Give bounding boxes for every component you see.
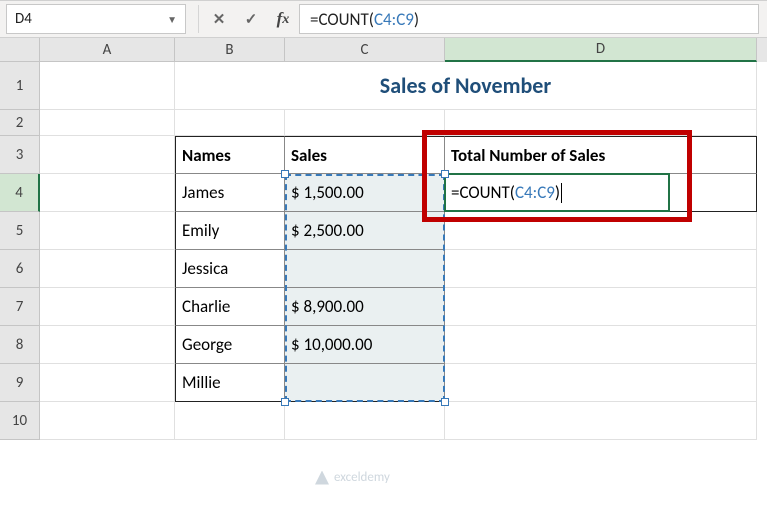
cell-sales[interactable]: $ 1,500.00 bbox=[285, 174, 445, 212]
range-handle[interactable] bbox=[281, 170, 289, 178]
enter-icon[interactable]: ✓ bbox=[235, 4, 267, 34]
cell-name[interactable]: Jessica bbox=[175, 250, 285, 288]
row-9: 9 Millie bbox=[0, 364, 767, 402]
column-headers: A B C D bbox=[0, 38, 767, 62]
row-4: 4 James $ 1,500.00 =COUNT(C4:C9) bbox=[0, 174, 767, 212]
cell[interactable] bbox=[40, 62, 175, 110]
watermark-icon bbox=[315, 471, 329, 485]
text-cursor bbox=[561, 183, 562, 203]
header-names[interactable]: Names bbox=[175, 136, 285, 174]
cell-name[interactable]: Emily bbox=[175, 212, 285, 250]
select-all-corner[interactable] bbox=[0, 38, 40, 62]
chevron-down-icon[interactable]: ▼ bbox=[167, 13, 177, 26]
cell[interactable] bbox=[445, 326, 757, 364]
cell[interactable] bbox=[40, 212, 175, 250]
name-box[interactable]: D4 ▼ bbox=[6, 4, 186, 34]
row-2: 2 bbox=[0, 110, 767, 136]
cell[interactable] bbox=[40, 174, 175, 212]
row-header[interactable]: 4 bbox=[0, 174, 40, 212]
col-header-c[interactable]: C bbox=[285, 38, 445, 62]
row-10: 10 bbox=[0, 402, 767, 440]
row-header[interactable]: 1 bbox=[0, 62, 40, 110]
name-box-value: D4 bbox=[15, 10, 32, 28]
row-8: 8 George $ 10,000.00 bbox=[0, 326, 767, 364]
col-header-d[interactable]: D bbox=[445, 38, 757, 62]
cell[interactable] bbox=[445, 288, 757, 326]
watermark: exceldemy bbox=[315, 470, 390, 485]
cell[interactable] bbox=[285, 402, 445, 440]
cell-sales[interactable]: $ 10,000.00 bbox=[285, 326, 445, 364]
cell[interactable] bbox=[40, 250, 175, 288]
watermark-text: exceldemy bbox=[334, 470, 390, 485]
cell[interactable] bbox=[40, 402, 175, 440]
cancel-icon[interactable]: ✕ bbox=[203, 4, 235, 34]
cell-sales[interactable] bbox=[285, 364, 445, 402]
formula-input[interactable]: =COUNT(C4:C9) bbox=[299, 4, 759, 34]
header-total[interactable]: Total Number of Sales bbox=[445, 136, 757, 174]
formula-prefix: =COUNT( bbox=[310, 9, 374, 30]
fx-icon[interactable]: fx bbox=[267, 4, 299, 34]
cell[interactable] bbox=[445, 364, 757, 402]
cell[interactable] bbox=[445, 110, 757, 136]
formula-suffix: ) bbox=[414, 9, 419, 30]
header-sales[interactable]: Sales bbox=[285, 136, 445, 174]
cell[interactable] bbox=[285, 110, 445, 136]
cell[interactable] bbox=[40, 326, 175, 364]
formula-bar: D4 ▼ ✕ ✓ fx =COUNT(C4:C9) bbox=[0, 0, 767, 38]
range-handle[interactable] bbox=[441, 170, 449, 178]
range-handle[interactable] bbox=[441, 398, 449, 406]
title-cell[interactable]: Sales of November bbox=[175, 62, 757, 110]
cell[interactable] bbox=[175, 110, 285, 136]
row-header[interactable]: 6 bbox=[0, 250, 40, 288]
row-header[interactable]: 3 bbox=[0, 136, 40, 174]
cell[interactable] bbox=[40, 136, 175, 174]
row-header[interactable]: 10 bbox=[0, 402, 40, 440]
cell-name[interactable]: Charlie bbox=[175, 288, 285, 326]
cell-sales[interactable] bbox=[285, 250, 445, 288]
row-5: 5 Emily $ 2,500.00 bbox=[0, 212, 767, 250]
active-cell[interactable]: =COUNT(C4:C9) bbox=[445, 174, 757, 212]
row-header[interactable]: 7 bbox=[0, 288, 40, 326]
col-header-a[interactable]: A bbox=[40, 38, 175, 62]
row-1: 1 Sales of November bbox=[0, 62, 767, 110]
cell[interactable] bbox=[445, 402, 757, 440]
formula-ref: C4:C9 bbox=[515, 182, 555, 203]
cell[interactable] bbox=[40, 110, 175, 136]
row-7: 7 Charlie $ 8,900.00 bbox=[0, 288, 767, 326]
formula-suffix: ) bbox=[555, 182, 560, 203]
row-header[interactable]: 2 bbox=[0, 110, 40, 136]
cell-name[interactable]: George bbox=[175, 326, 285, 364]
cell[interactable] bbox=[40, 288, 175, 326]
col-header-b[interactable]: B bbox=[175, 38, 285, 62]
cell[interactable] bbox=[40, 364, 175, 402]
cell-name[interactable]: Millie bbox=[175, 364, 285, 402]
row-header[interactable]: 5 bbox=[0, 212, 40, 250]
row-6: 6 Jessica bbox=[0, 250, 767, 288]
cell[interactable] bbox=[445, 250, 757, 288]
cell-sales[interactable]: $ 2,500.00 bbox=[285, 212, 445, 250]
cell-sales[interactable]: $ 8,900.00 bbox=[285, 288, 445, 326]
cell[interactable] bbox=[175, 402, 285, 440]
range-handle[interactable] bbox=[281, 398, 289, 406]
row-3: 3 Names Sales Total Number of Sales bbox=[0, 136, 767, 174]
row-header[interactable]: 8 bbox=[0, 326, 40, 364]
separator bbox=[198, 5, 199, 33]
cell-name[interactable]: James bbox=[175, 174, 285, 212]
formula-ref: C4:C9 bbox=[374, 9, 414, 30]
cell[interactable] bbox=[445, 212, 757, 250]
formula-prefix: =COUNT( bbox=[451, 182, 515, 203]
row-header[interactable]: 9 bbox=[0, 364, 40, 402]
spreadsheet-grid: A B C D 1 Sales of November 2 3 Names Sa… bbox=[0, 38, 767, 440]
